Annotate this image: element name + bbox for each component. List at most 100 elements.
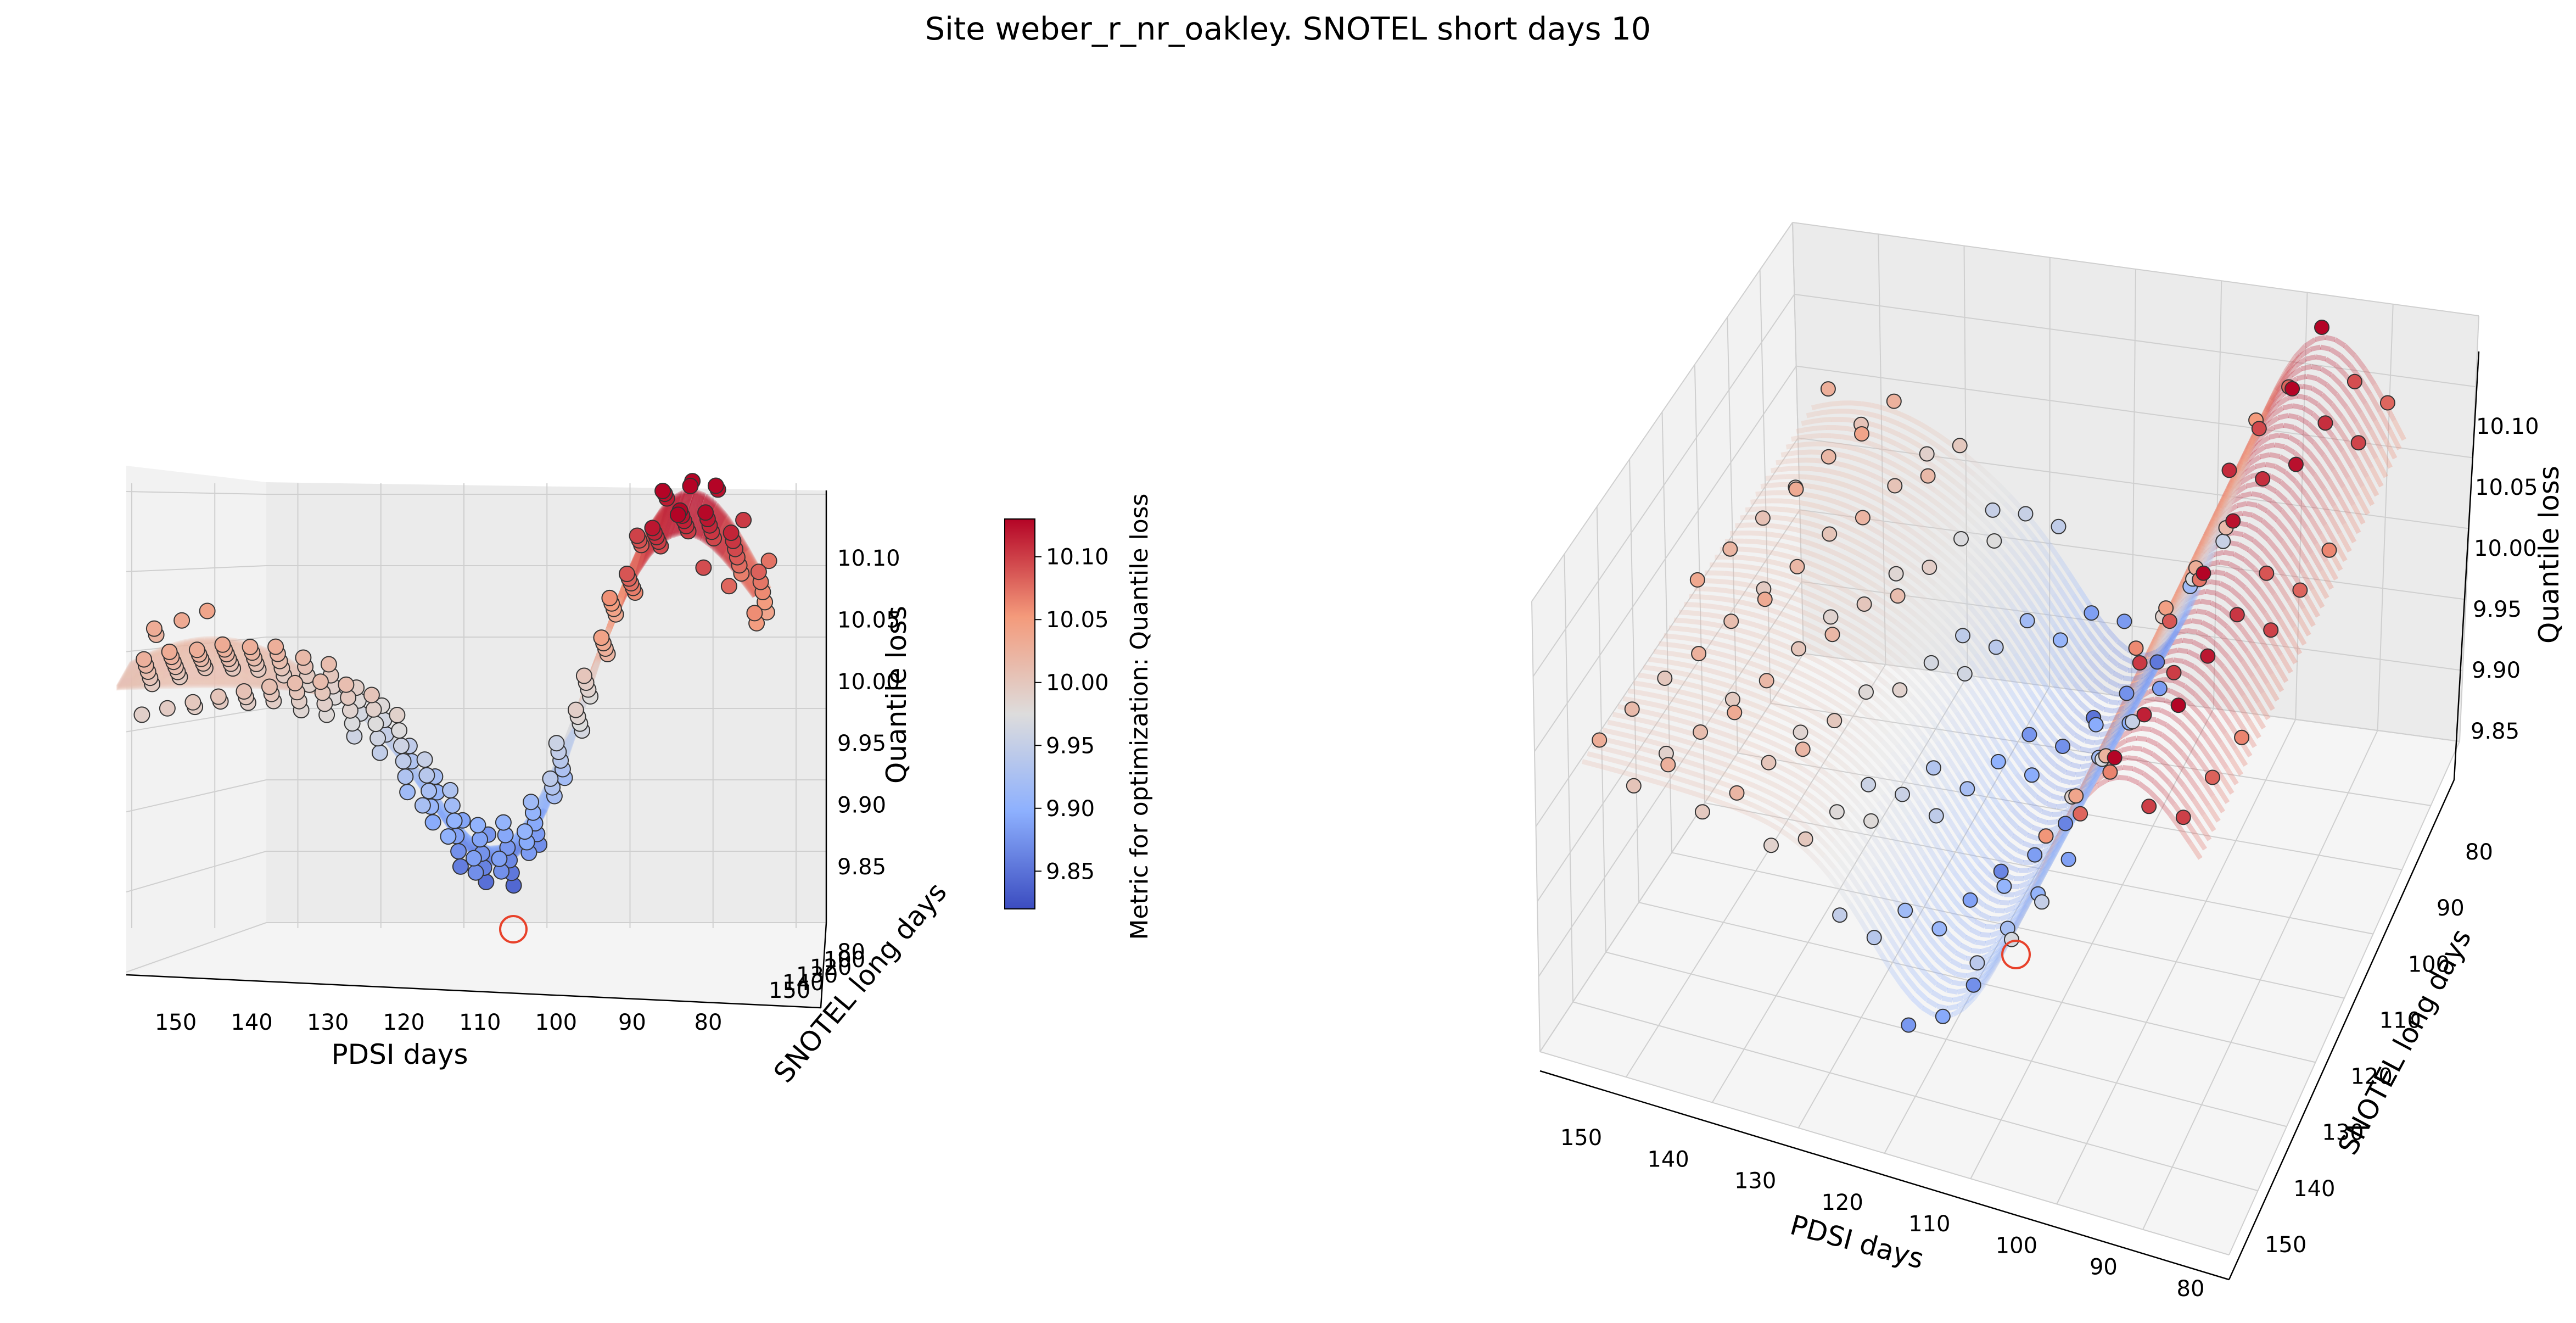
right-surface-strip	[1867, 873, 1882, 892]
right-surface-strip	[1807, 851, 1821, 866]
right-surface-strip	[1884, 945, 1899, 964]
left-surface-strip	[461, 835, 476, 849]
right-surface-strip	[2090, 774, 2104, 788]
right-surface-strip	[1907, 845, 1922, 864]
right-surface-strip	[2037, 854, 2052, 879]
left-data-point	[723, 524, 740, 542]
right-surface-strip	[1775, 506, 1786, 512]
left-surface-strip	[680, 497, 692, 504]
right-surface-strip	[1714, 718, 1726, 727]
left-surface-strip	[126, 663, 139, 673]
right-surface-strip	[1622, 713, 1634, 721]
right-surface-strip	[2084, 774, 2098, 790]
right-surface-strip	[1876, 800, 1891, 817]
left-surface-strip	[637, 547, 653, 566]
right-surface-strip	[1878, 889, 1892, 909]
left-data-point	[414, 797, 431, 814]
right-surface-strip	[2236, 501, 2248, 509]
left-surface-strip	[560, 720, 576, 750]
right-surface-strip	[1643, 775, 1655, 784]
right-surface-strip	[1746, 810, 1759, 820]
right-surface-strip	[1638, 690, 1649, 697]
right-surface-strip	[1689, 780, 1701, 789]
right-surface-strip	[2127, 696, 2141, 710]
left-data-point	[575, 667, 592, 684]
left-surface-strip	[161, 676, 172, 682]
left-surface-strip	[436, 800, 451, 819]
right-surface-strip	[1684, 768, 1696, 777]
right-surface-strip	[1724, 643, 1736, 651]
right-surface-strip	[2141, 746, 2154, 756]
right-surface-strip	[1867, 843, 1881, 862]
right-surface-strip	[2161, 790, 2176, 806]
right-surface-strip	[2133, 699, 2146, 710]
left-surface-strip	[234, 677, 246, 684]
right-surface-strip	[2031, 824, 2043, 833]
right-surface-strip	[2154, 717, 2168, 727]
left-surface-strip	[631, 549, 647, 572]
right-surface-strip	[1879, 952, 1894, 972]
left-surface-strip	[712, 507, 726, 523]
left-surface-strip	[660, 524, 675, 536]
right-surface-strip	[1910, 996, 1924, 1010]
right-surface-strip	[1633, 734, 1644, 743]
left-surface-strip	[687, 507, 699, 516]
right-surface-strip	[1709, 747, 1722, 756]
right-surface-strip	[1755, 713, 1767, 723]
left-surface-strip	[154, 665, 166, 673]
left-surface-strip	[127, 661, 140, 671]
right-surface-strip	[1832, 866, 1847, 884]
right-surface-strip	[1827, 821, 1841, 836]
right-surface-strip	[1734, 646, 1746, 654]
right-surface-strip	[2119, 728, 2132, 739]
left-data-point	[669, 506, 686, 523]
left-surface-strip	[410, 767, 425, 786]
right-surface-strip	[2197, 823, 2212, 841]
right-surface-strip	[1699, 744, 1711, 752]
left-surface-strip	[410, 767, 425, 785]
left-surface-strip	[562, 726, 579, 758]
right-surface-strip	[1908, 939, 1923, 956]
left-data-point	[236, 683, 253, 700]
left-data-point	[210, 688, 227, 705]
right-surface-strip	[1944, 941, 1958, 955]
left-surface-strip	[691, 495, 704, 504]
right-surface-strip	[1710, 767, 1722, 775]
left-surface-strip	[128, 680, 139, 688]
left-surface-strip	[692, 492, 705, 501]
right-surface-strip	[2142, 679, 2155, 690]
left-surface-strip	[669, 529, 681, 538]
right-surface-strip	[1771, 812, 1784, 823]
right-surface-strip	[1740, 738, 1752, 747]
right-surface-strip	[1829, 507, 1841, 516]
right-surface-strip	[2264, 442, 2275, 450]
right-surface-strip	[1795, 509, 1806, 516]
left-data-point	[601, 589, 618, 606]
right-surface-strip	[1684, 749, 1696, 757]
right-surface-strip	[2208, 726, 2223, 744]
right-surface-strip	[1801, 811, 1815, 823]
left-surface-strip	[247, 675, 258, 682]
left-data-point	[450, 843, 467, 860]
right-surface-strip	[1628, 762, 1640, 770]
right-surface-strip	[1856, 802, 1871, 818]
right-surface-strip	[1899, 953, 1913, 972]
right-surface-strip	[1678, 679, 1690, 687]
right-surface-strip	[2160, 732, 2174, 745]
right-surface-strip	[1759, 566, 1771, 574]
right-surface-strip	[1709, 649, 1721, 657]
right-surface-strip	[1775, 722, 1788, 732]
right-surface-strip	[1776, 763, 1788, 773]
left-data-point	[199, 602, 216, 619]
right-surface-strip	[1936, 1003, 1948, 1011]
left-data-point	[444, 797, 461, 814]
left-x-tick-label: 150	[155, 1010, 197, 1035]
right-surface-strip	[1653, 721, 1665, 729]
right-surface-strip	[1749, 621, 1761, 629]
right-surface-strip	[1719, 730, 1732, 739]
right-surface-strip	[1925, 997, 1939, 1008]
right-surface-strip	[2269, 432, 2280, 440]
right-surface-strip	[2269, 452, 2281, 459]
